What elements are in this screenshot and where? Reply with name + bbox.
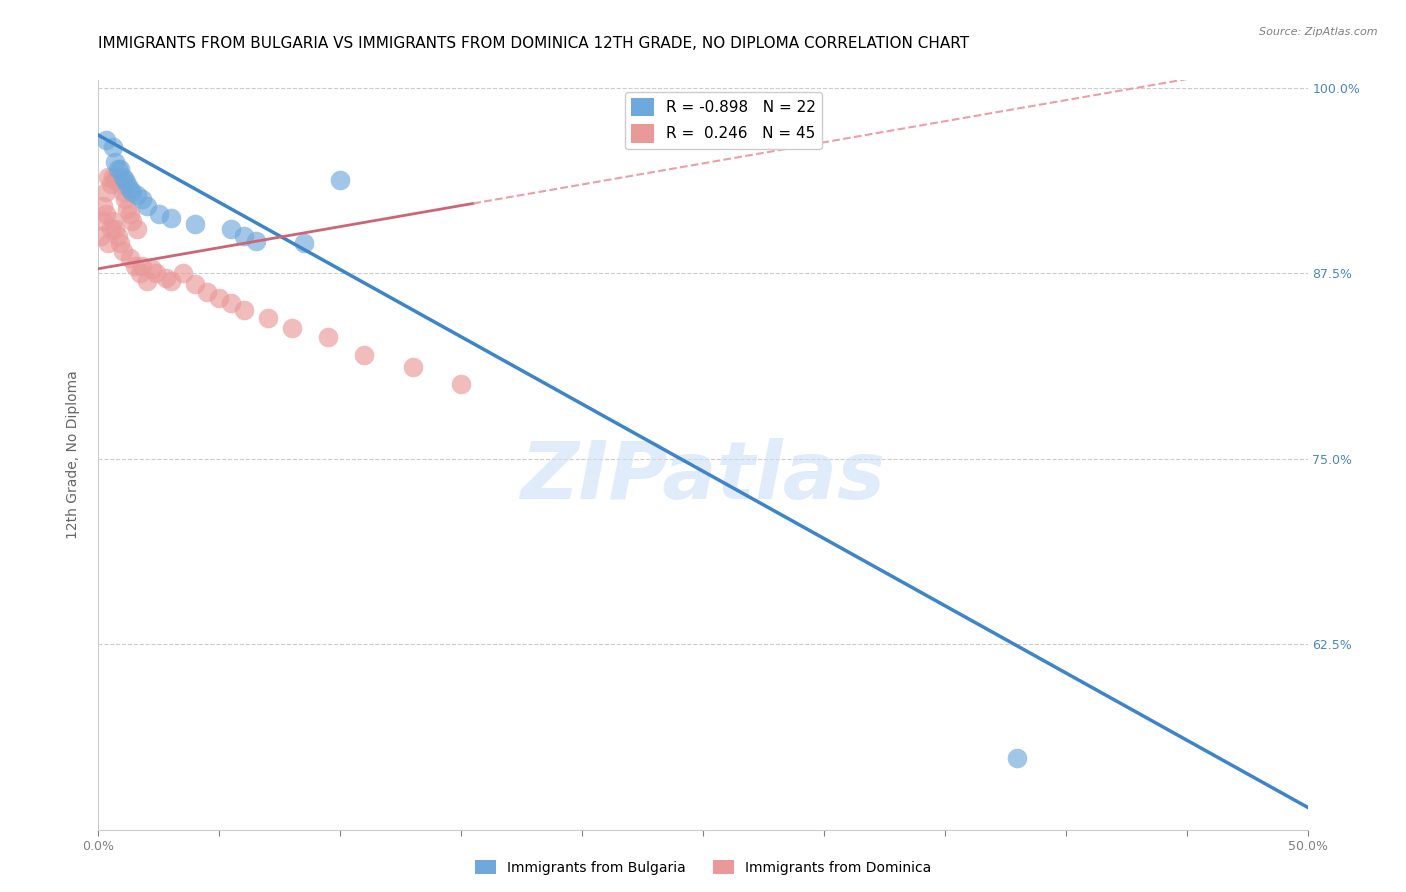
Point xyxy=(127,187,149,202)
Point xyxy=(118,207,141,221)
Point xyxy=(111,169,134,184)
Point xyxy=(107,229,129,244)
Point xyxy=(402,359,425,374)
Point xyxy=(124,259,146,273)
Legend: Immigrants from Bulgaria, Immigrants from Dominica: Immigrants from Bulgaria, Immigrants fro… xyxy=(470,855,936,880)
Point xyxy=(195,285,218,300)
Point xyxy=(292,236,315,251)
Point xyxy=(107,169,129,184)
Point xyxy=(101,214,124,228)
Point xyxy=(108,177,131,191)
Point xyxy=(108,236,131,251)
Point xyxy=(90,229,112,244)
Text: Source: ZipAtlas.com: Source: ZipAtlas.com xyxy=(1260,27,1378,37)
Point xyxy=(155,270,177,285)
Point xyxy=(148,207,170,221)
Point xyxy=(329,172,352,186)
Point xyxy=(172,266,194,280)
Point xyxy=(127,221,149,235)
Point xyxy=(232,229,254,244)
Point xyxy=(114,172,136,186)
Point xyxy=(117,202,139,217)
Point xyxy=(281,321,304,335)
Point xyxy=(118,181,141,195)
Point xyxy=(221,221,243,235)
Point xyxy=(160,274,183,288)
Point xyxy=(131,259,153,273)
Point xyxy=(450,377,472,392)
Point xyxy=(94,185,117,199)
Point xyxy=(135,274,157,288)
Point xyxy=(94,207,117,221)
Point xyxy=(111,244,134,258)
Point xyxy=(107,162,129,177)
Point xyxy=(117,177,139,191)
Point xyxy=(316,330,339,344)
Point xyxy=(135,199,157,213)
Point xyxy=(104,172,127,186)
Point xyxy=(97,169,120,184)
Point xyxy=(128,266,150,280)
Point xyxy=(221,296,243,310)
Legend: R = -0.898   N = 22, R =  0.246   N = 45: R = -0.898 N = 22, R = 0.246 N = 45 xyxy=(626,92,823,149)
Point xyxy=(245,234,267,248)
Point xyxy=(121,214,143,228)
Point xyxy=(256,310,278,325)
Point xyxy=(1007,751,1029,765)
Point xyxy=(145,266,167,280)
Point xyxy=(104,154,127,169)
Point xyxy=(184,217,207,231)
Point xyxy=(94,133,117,147)
Point xyxy=(97,236,120,251)
Point xyxy=(104,221,127,235)
Point xyxy=(232,303,254,318)
Y-axis label: 12th Grade, No Diploma: 12th Grade, No Diploma xyxy=(66,370,80,540)
Point xyxy=(121,185,143,199)
Point xyxy=(91,199,114,213)
Point xyxy=(108,162,131,177)
Point xyxy=(111,185,134,199)
Point xyxy=(160,211,183,226)
Point xyxy=(141,261,163,276)
Point xyxy=(101,169,124,184)
Point xyxy=(131,192,153,206)
Point xyxy=(101,140,124,154)
Point xyxy=(353,348,375,362)
Text: ZIPatlas: ZIPatlas xyxy=(520,438,886,516)
Point xyxy=(114,192,136,206)
Point xyxy=(118,252,141,266)
Point xyxy=(184,277,207,291)
Point xyxy=(91,214,114,228)
Text: IMMIGRANTS FROM BULGARIA VS IMMIGRANTS FROM DOMINICA 12TH GRADE, NO DIPLOMA CORR: IMMIGRANTS FROM BULGARIA VS IMMIGRANTS F… xyxy=(98,36,970,51)
Point xyxy=(100,177,122,191)
Point xyxy=(100,221,122,235)
Point xyxy=(208,292,231,306)
